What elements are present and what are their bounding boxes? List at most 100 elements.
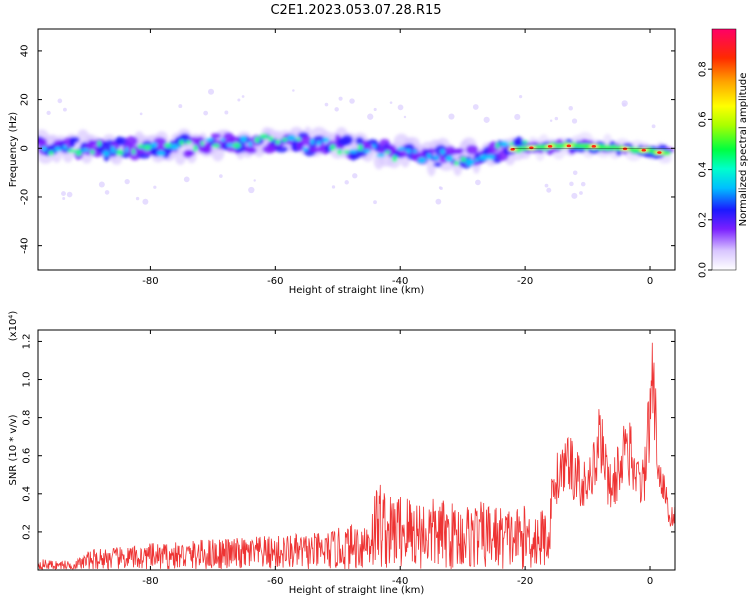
spectrogram-highlight-mark <box>384 150 391 155</box>
spectrogram-highlight-mark <box>192 144 198 152</box>
spectrogram-outlier-mark <box>544 183 549 188</box>
spectrogram-outlier-mark <box>57 98 63 104</box>
spectrogram-y-tick-label: -40 <box>20 237 31 253</box>
spectrogram-body-mark <box>71 136 80 143</box>
spectrogram-outlier-mark <box>292 89 295 92</box>
spectrogram-peak-mark <box>622 147 628 151</box>
colorbar-tick-label: 0.0 <box>698 262 709 278</box>
spectrogram-highlight-mark <box>474 158 480 162</box>
spectrogram-x-tick-label: -60 <box>267 276 283 287</box>
spectrogram-outlier-mark <box>569 181 574 187</box>
spectrogram-body-mark <box>309 146 323 153</box>
spectrogram-outlier-mark <box>546 187 552 193</box>
spectrogram-outlier-mark <box>651 124 656 129</box>
snr-x-tick-label: -60 <box>267 576 283 587</box>
spectrogram-y-tick-label: 20 <box>20 93 31 106</box>
spectrogram-highlight-mark <box>75 149 82 157</box>
spectrogram-highlight-mark <box>445 155 454 163</box>
spectrogram-highlight-mark <box>267 135 274 142</box>
spectrogram-outlier-mark <box>549 119 553 122</box>
colorbar-tick-label: 0.6 <box>698 111 709 127</box>
spectrogram-outlier-mark <box>349 98 355 104</box>
spectrogram-highlight-mark <box>232 142 241 149</box>
spectrogram-outlier-mark <box>579 191 583 195</box>
spectrogram-marks <box>38 88 675 205</box>
spectrogram-highlight-mark <box>211 143 220 148</box>
spectrogram-outlier-mark <box>389 101 393 104</box>
snr-y-tick-label: 0.8 <box>22 410 33 426</box>
spectrogram-body-mark <box>427 147 436 154</box>
spectrogram-highlight-mark <box>137 143 144 149</box>
spectrogram-highlight-mark <box>486 154 495 160</box>
spectrogram-outlier-mark <box>139 112 143 116</box>
spectrogram-highlight-mark <box>62 145 67 150</box>
spectrogram-outlier-mark <box>435 198 442 205</box>
spectrogram-highlight-mark <box>54 147 62 152</box>
spectrogram-outlier-mark <box>519 95 523 99</box>
spectrogram-body-mark <box>125 136 138 147</box>
spectrogram-ridge-mark <box>664 150 671 156</box>
snr-multiplier-label: (x10⁴) <box>8 311 19 342</box>
spectrogram-outlier-mark <box>203 110 209 116</box>
spectrogram-highlight-mark <box>329 144 336 152</box>
spectrogram-highlight-mark <box>453 160 460 166</box>
spectrogram-outlier-mark <box>472 104 479 110</box>
spectrogram-highlight-mark <box>220 138 226 142</box>
spectrogram-body-mark <box>250 147 257 154</box>
snr-y-tick-label: 1.0 <box>22 372 33 388</box>
spectrogram-outlier-mark <box>331 185 336 189</box>
spectrogram-outlier-mark <box>253 179 256 182</box>
spectrogram-outlier-mark <box>483 116 490 123</box>
spectrogram-highlight-mark <box>495 142 500 149</box>
spectrogram-peak-mark <box>641 148 646 152</box>
spectrogram-y-axis-label: Frequency (Hz) <box>8 112 19 188</box>
spectrogram-highlight-mark <box>115 149 124 156</box>
snr-y-tick-label: 0.2 <box>22 524 33 540</box>
spectrogram-peak-mark <box>591 145 597 148</box>
spectrogram-highlight-mark <box>102 150 110 157</box>
spectrogram-outlier-mark <box>403 115 407 119</box>
spectrogram-highlight-mark <box>465 158 475 166</box>
colorbar-ticks: 0.0 0.2 0.4 0.6 0.8 <box>698 61 712 278</box>
spectrogram-x-tick-label: -20 <box>517 276 533 287</box>
spectrogram-highlight-mark <box>124 146 129 153</box>
spectrogram-highlight-mark <box>343 150 350 155</box>
snr-y-tick-label: 0.6 <box>22 448 33 464</box>
colorbar-gradient <box>711 28 737 271</box>
chart-title: C2E1.2023.053.07.28.R15 <box>270 3 441 18</box>
spectrogram-highlight-mark <box>287 134 297 141</box>
spectrogram-highlight-mark <box>97 140 102 147</box>
spectrogram-peak-mark <box>547 145 553 148</box>
spectrogram-outlier-mark <box>568 106 573 111</box>
spectrogram-outlier-mark <box>104 190 110 195</box>
spectrogram-outlier-mark <box>153 185 157 189</box>
spectrogram-highlight-mark <box>185 140 192 145</box>
spectrogram-highlight-mark <box>295 137 302 141</box>
spectrogram-highlight-mark <box>417 157 427 164</box>
spectrogram-outlier-mark <box>207 88 215 95</box>
spectrogram-outlier-mark <box>237 98 241 102</box>
spectrogram-outlier-mark <box>514 113 521 120</box>
spectrogram-outlier-mark <box>338 96 343 101</box>
spectrogram-highlight-mark <box>405 148 412 154</box>
spectrogram-outlier-mark <box>571 118 578 124</box>
colorbar-label: Normalized spectral amplitude <box>738 73 749 227</box>
spectrogram-highlight-mark <box>110 146 116 154</box>
spectrogram-highlight-mark <box>281 137 288 142</box>
spectrogram-outlier-mark <box>572 170 578 176</box>
spectrogram-highlight-mark <box>89 149 95 155</box>
spectrogram-peak-mark <box>566 144 572 148</box>
spectrogram-body-mark <box>312 135 326 145</box>
spectrogram-outlier-mark <box>61 191 66 197</box>
snr-x-tick-label: -80 <box>142 576 158 587</box>
spectrogram-highlight-mark <box>521 140 529 145</box>
spectrogram-outlier-mark <box>373 107 377 112</box>
spectrogram-outlier-mark <box>46 110 51 116</box>
spectrogram-x-axis-label: Height of straight line (km) <box>289 285 425 296</box>
colorbar-tick-label: 0.2 <box>698 212 709 228</box>
spectrogram-outlier-mark <box>63 107 67 112</box>
spectrogram-highlight-mark <box>226 142 233 148</box>
spectrogram-panel: -80 -60 -40 -20 0 -40 -20 0 20 40 Height of strai… <box>8 28 676 296</box>
spectrogram-body-mark <box>355 136 364 146</box>
snr-y-tick-label: 1.2 <box>22 333 33 349</box>
